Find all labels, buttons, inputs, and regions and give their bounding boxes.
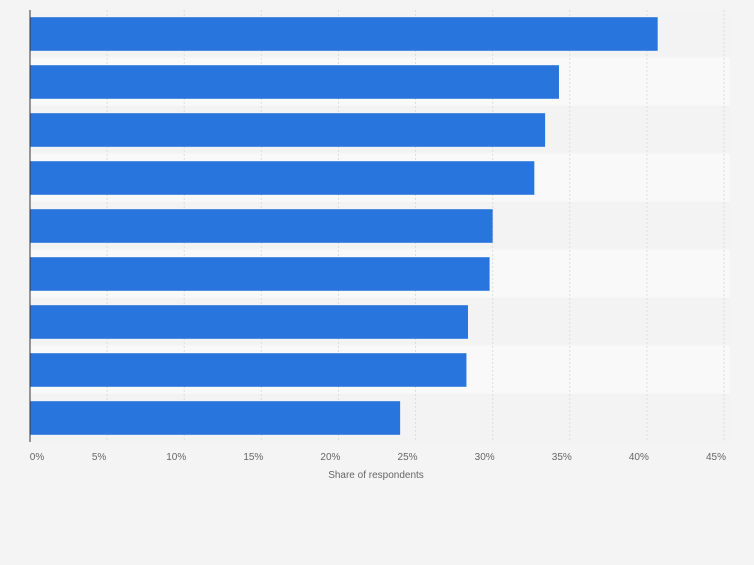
x-tick-label: 20%	[320, 452, 340, 463]
bar	[30, 257, 490, 291]
x-tick-label: 25%	[398, 452, 418, 463]
bar	[30, 209, 493, 243]
x-tick-label: 35%	[552, 452, 572, 463]
bar	[30, 401, 401, 435]
x-tick-label: 40%	[629, 452, 649, 463]
x-tick-label: 45%	[706, 452, 726, 463]
x-tick-label: 30%	[475, 452, 495, 463]
bar	[30, 65, 559, 99]
x-axis-ticks: 0% 5% 10% 15% 20% 25% 30% 35% 40% 45%	[30, 452, 726, 463]
bar	[30, 161, 535, 195]
x-tick-label: 5%	[92, 452, 107, 463]
x-tick-label: 0%	[30, 452, 45, 463]
x-tick-label: 10%	[166, 452, 186, 463]
bars	[30, 17, 658, 435]
x-axis-title: Share of respondents	[328, 470, 424, 481]
x-tick-label: 15%	[243, 452, 263, 463]
bar	[30, 17, 658, 51]
bar	[30, 113, 546, 147]
bar	[30, 305, 468, 339]
bar	[30, 353, 467, 387]
